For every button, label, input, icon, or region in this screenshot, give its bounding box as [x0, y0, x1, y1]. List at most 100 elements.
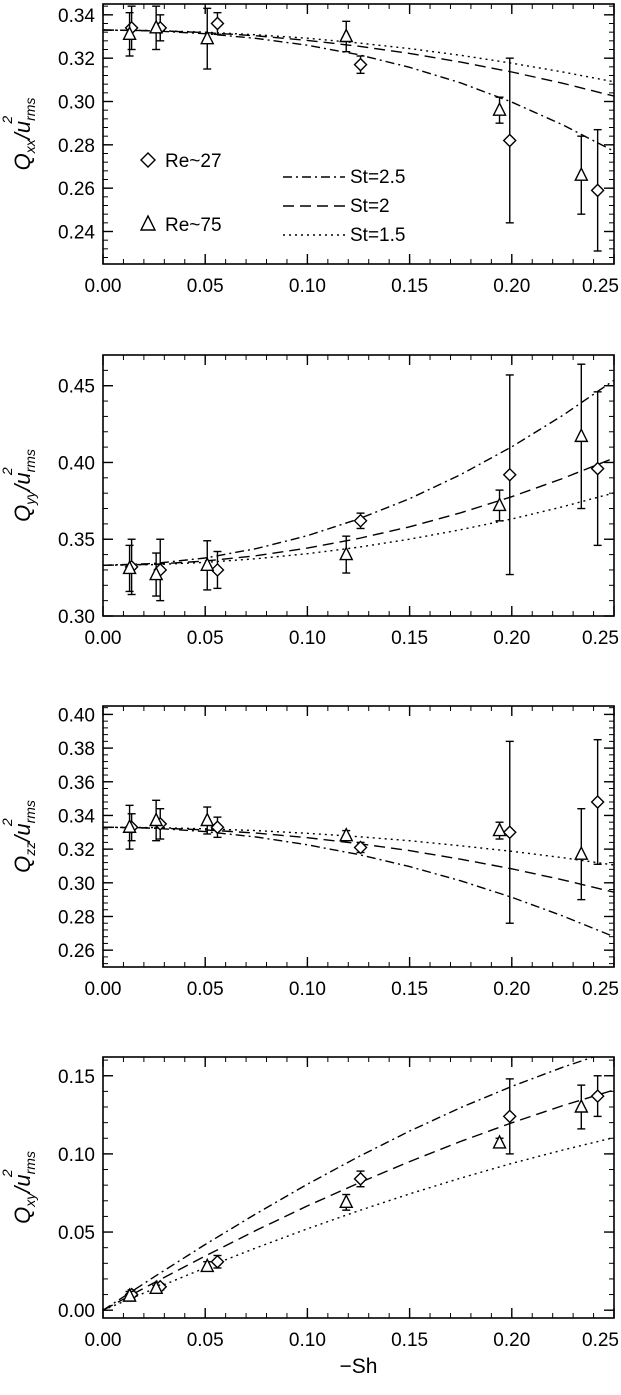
x-tick-label: 0.10 [289, 979, 326, 1000]
data-point-diamond [210, 1254, 225, 1269]
legend-label: St=2.5 [350, 167, 405, 188]
curve-dashed [103, 457, 614, 566]
data-point-triangle [200, 1257, 215, 1273]
x-tick-label: 0.05 [187, 979, 224, 1000]
y-axis-label-den_sub: rms [22, 449, 38, 472]
data-point-triangle [492, 101, 507, 116]
panel-3: 0.00 0.05 0.10 0.15 0.20 0.25 0.26 0.28 0.30 0.32… [0, 705, 619, 1000]
x-tick-label: 0.20 [493, 628, 530, 649]
data-point-diamond [353, 840, 368, 855]
y-tick-label: 0.35 [58, 530, 95, 551]
y-axis-label-sub: xy [22, 1192, 38, 1208]
y-axis-label-sub: zz [22, 842, 38, 857]
x-tick-label: 0.15 [391, 1330, 428, 1351]
legend-label: St=2 [350, 196, 390, 217]
y-tick-label: 0.40 [58, 705, 95, 726]
data-point-triangle [122, 25, 137, 41]
x-tick-label: 0.15 [391, 276, 428, 297]
y-axis-label-den_sub: rms [22, 98, 38, 121]
data-point-diamond [210, 16, 225, 31]
data-point-diamond [353, 513, 368, 528]
x-tick-label: 0.25 [582, 276, 619, 297]
y-axis-label: Qxy/urms 2 [0, 1151, 38, 1224]
y-axis-label-base: Q [10, 153, 35, 170]
data-point-triangle [122, 818, 137, 833]
x-tick-label: 0.20 [493, 276, 530, 297]
data-point-triangle [339, 27, 354, 43]
y-axis-label-den_sup: 2 [0, 116, 15, 125]
y-axis-label-den: u [10, 1174, 35, 1186]
y-tick-label: 0.30 [58, 607, 95, 628]
y-tick-label: 0.24 [58, 223, 95, 244]
y-axis-label-slash: / [10, 131, 35, 141]
curve-dotted [103, 492, 614, 566]
y-tick-label: 0.36 [58, 773, 95, 794]
y-tick-label: 0.00 [58, 1301, 95, 1322]
plot-frame [102, 705, 615, 968]
x-tick-label: 0.15 [391, 628, 428, 649]
x-tick-label: 0.00 [85, 628, 122, 649]
legend-marker-triangle [139, 214, 157, 231]
y-tick-label: 0.15 [58, 1067, 95, 1088]
y-axis-label-den_sup: 2 [0, 818, 15, 827]
data-point-diamond [353, 1171, 368, 1186]
y-tick-label: 0.30 [58, 874, 95, 895]
legend-marker-diamond [140, 152, 156, 168]
y-axis-label: Qxx/urms 2 [0, 98, 38, 171]
legend-label: Re~27 [165, 151, 222, 172]
data-point-diamond [590, 461, 605, 476]
y-tick-label: 0.40 [58, 453, 95, 474]
x-tick-label: 0.00 [85, 1330, 122, 1351]
y-tick-label: 0.10 [58, 1145, 95, 1166]
x-tick-label: 0.05 [187, 628, 224, 649]
y-axis-label-den_sub: rms [22, 1151, 38, 1174]
data-point-diamond [590, 1089, 605, 1104]
data-point-triangle [574, 166, 589, 181]
y-tick-label: 0.05 [58, 1223, 95, 1244]
legend-label: Re~75 [165, 215, 222, 236]
x-tick-label: 0.00 [85, 979, 122, 1000]
panel-2: 0.00 0.05 0.10 0.15 0.20 0.25 0.30 0.35 0.40 0.45… [0, 354, 619, 649]
data-point-triangle [492, 496, 507, 512]
plot-area [103, 379, 614, 566]
data-point-triangle [149, 811, 164, 827]
y-axis-label-slash: / [10, 834, 35, 844]
y-axis-label-base: Q [10, 1207, 35, 1224]
plot-area [103, 29, 614, 152]
x-tick-label: 0.25 [582, 979, 619, 1000]
x-tick-label: 0.10 [289, 1330, 326, 1351]
data-point-triangle [149, 1279, 164, 1295]
y-axis-label-base: Q [10, 505, 35, 522]
y-tick-label: 0.30 [58, 93, 95, 114]
x-tick-label: 0.15 [391, 979, 428, 1000]
data-point-diamond [590, 183, 605, 198]
data-point-triangle [574, 427, 589, 443]
panel-4: 0.00 0.05 0.10 0.15 0.20 0.25 0.00 0.05 0.10 0.15… [0, 1056, 619, 1378]
plot-frame [102, 1056, 615, 1319]
y-axis-label-den: u [10, 823, 35, 835]
y-axis-label-base: Q [10, 856, 35, 873]
curve-dotted [103, 1136, 614, 1311]
x-tick-label: 0.10 [289, 628, 326, 649]
x-tick-label: 0.05 [187, 276, 224, 297]
y-axis-label-den: u [10, 121, 35, 133]
data-point-triangle [149, 19, 164, 34]
plot-frame [102, 354, 615, 617]
y-axis-label-den_sub: rms [22, 800, 38, 823]
y-axis-label-den_sup: 2 [0, 467, 15, 476]
data-point-triangle [200, 811, 215, 827]
x-tick-label: 0.05 [187, 1330, 224, 1351]
data-point-diamond [502, 1109, 517, 1124]
plot-area [103, 1057, 614, 1311]
y-axis-label-den_sup: 2 [0, 1169, 15, 1178]
data-point-triangle [492, 1134, 507, 1149]
curve-dotted [103, 826, 614, 866]
y-tick-label: 0.34 [58, 6, 95, 27]
curve-dashdot [103, 379, 614, 566]
y-axis-label-slash: / [10, 1185, 35, 1195]
y-tick-label: 0.26 [58, 179, 95, 200]
y-axis-label-den: u [10, 472, 35, 484]
y-axis-label-sub: xx [22, 138, 38, 154]
panel-1: 0.00 0.05 0.10 0.15 0.20 0.25 0.24 0.26 0.28 0.30… [0, 3, 619, 297]
